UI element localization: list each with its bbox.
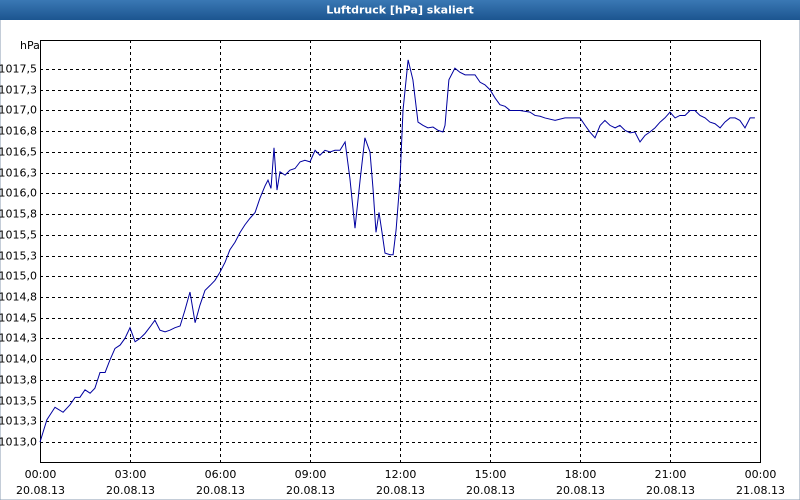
- x-tick-date: 20.08.13: [466, 484, 515, 497]
- x-tick-time: 21:00: [655, 468, 687, 481]
- y-tick-label: 1015,5: [0, 229, 37, 242]
- y-tick-label: 1015,8: [0, 208, 37, 221]
- chart-title: Luftdruck [hPa] skaliert: [326, 4, 474, 17]
- x-tick-date: 20.08.13: [16, 484, 65, 497]
- x-tick-date: 20.08.13: [646, 484, 695, 497]
- x-tick-label: 18:00 20.08.13: [556, 468, 605, 497]
- plot-frame: [40, 40, 761, 463]
- y-tick-label: 1014,3: [0, 332, 37, 345]
- y-tick-label: 1016,0: [0, 187, 37, 200]
- y-tick-label: 1017,3: [0, 84, 37, 97]
- y-tick-label: 1015,3: [0, 250, 37, 263]
- y-tick-label: 1013,8: [0, 374, 37, 387]
- x-tick-label: 09:00 20.08.13: [286, 468, 335, 497]
- x-tick-date: 20.08.13: [196, 484, 245, 497]
- x-tick-date: 20.08.13: [376, 484, 425, 497]
- x-tick-time: 06:00: [205, 468, 237, 481]
- x-tick-date: 20.08.13: [286, 484, 335, 497]
- y-tick-label: 1017,0: [0, 104, 37, 117]
- x-tick-label: 00:00 20.08.13: [16, 468, 65, 497]
- y-tick-label: 1017,5: [0, 63, 37, 76]
- x-tick-label: 12:00 20.08.13: [376, 468, 425, 497]
- x-tick-time: 00:00: [745, 468, 777, 481]
- y-tick-label: 1016,3: [0, 167, 37, 180]
- x-tick-label: 21:00 20.08.13: [646, 468, 695, 497]
- x-tick-time: 09:00: [295, 468, 327, 481]
- y-tick-label: 1014,5: [0, 312, 37, 325]
- x-tick-time: 00:00: [25, 468, 57, 481]
- x-tick-date: 20.08.13: [556, 484, 605, 497]
- y-tick-label: 1016,5: [0, 146, 37, 159]
- y-tick-label: 1016,8: [0, 125, 37, 138]
- x-tick-time: 12:00: [385, 468, 417, 481]
- x-tick-label: 00:00 21.08.13: [736, 468, 785, 497]
- y-axis-label: hPa: [20, 39, 40, 52]
- data-line: [39, 59, 755, 443]
- y-tick-label: 1013,3: [0, 415, 37, 428]
- title-bar: [0, 0, 800, 20]
- x-tick-time: 03:00: [115, 468, 147, 481]
- x-tick-label: 06:00 20.08.13: [196, 468, 245, 497]
- x-tick-label: 03:00 20.08.13: [106, 468, 155, 497]
- x-tick-time: 15:00: [475, 468, 507, 481]
- x-tick-time: 18:00: [565, 468, 597, 481]
- x-tick-label: 15:00 20.08.13: [466, 468, 515, 497]
- x-tick-date: 20.08.13: [106, 484, 155, 497]
- y-tick-label: 1014,0: [0, 353, 37, 366]
- y-tick-label: 1015,0: [0, 270, 37, 283]
- y-tick-label: 1013,5: [0, 395, 37, 408]
- y-tick-label: 1014,8: [0, 291, 37, 304]
- y-tick-label: 1013,0: [0, 436, 37, 449]
- x-tick-date: 21.08.13: [736, 484, 785, 497]
